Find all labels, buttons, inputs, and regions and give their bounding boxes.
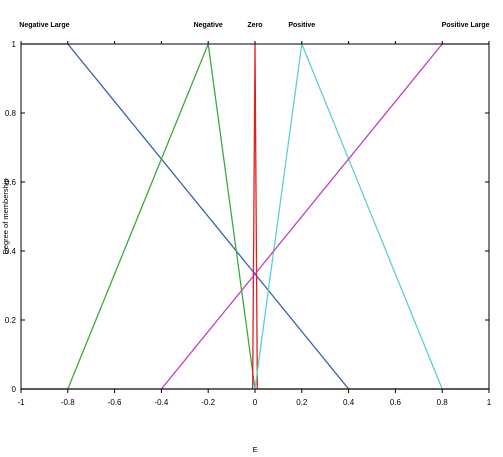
x-tick-label: 0.4 (343, 398, 355, 407)
y-axis-label: Degree of membership (1, 178, 10, 254)
y-tick-label: 0.2 (5, 316, 17, 325)
x-tick-label: -0.8 (61, 398, 75, 407)
y-tick-label: 1 (12, 40, 17, 49)
x-tick-label: -0.6 (108, 398, 122, 407)
mf-label-zero: Zero (247, 22, 262, 29)
y-tick-label: 0.4 (5, 247, 17, 256)
x-tick-label: 0.2 (296, 398, 308, 407)
x-tick-label: 0.8 (437, 398, 449, 407)
x-tick-label: 1 (487, 398, 492, 407)
mf-label-negative-large: Negative Large (19, 22, 69, 29)
series-line-positive-large (160, 43, 489, 390)
y-tick-label: 0.8 (5, 109, 17, 118)
series-line-zero (21, 43, 489, 390)
mf-label-positive-large: Positive Large (442, 22, 490, 29)
y-tick-label: 0 (12, 385, 17, 394)
y-tick-label: 0.6 (5, 178, 17, 187)
x-tick-label: 0 (253, 398, 258, 407)
label-layer: Negative Large Negative Zero Positive Positi… (19, 22, 489, 29)
x-tick-label: -0.2 (201, 398, 215, 407)
mf-label-negative: Negative (194, 22, 223, 29)
mf-label-positive: Positive (288, 22, 315, 29)
x-tick-label: -1 (17, 398, 25, 407)
x-tick-label: 0.6 (390, 398, 402, 407)
series-layer (21, 43, 489, 390)
series-line-negative-large (21, 43, 350, 390)
axis-layer: -1 -0.8 -0.6 -0.4 -0.2 0 0.2 0.4 0.6 0.8 1 0 0.2 0.4 0… (5, 40, 492, 407)
x-axis-label: E (252, 445, 257, 454)
x-tick-label: -0.4 (155, 398, 169, 407)
